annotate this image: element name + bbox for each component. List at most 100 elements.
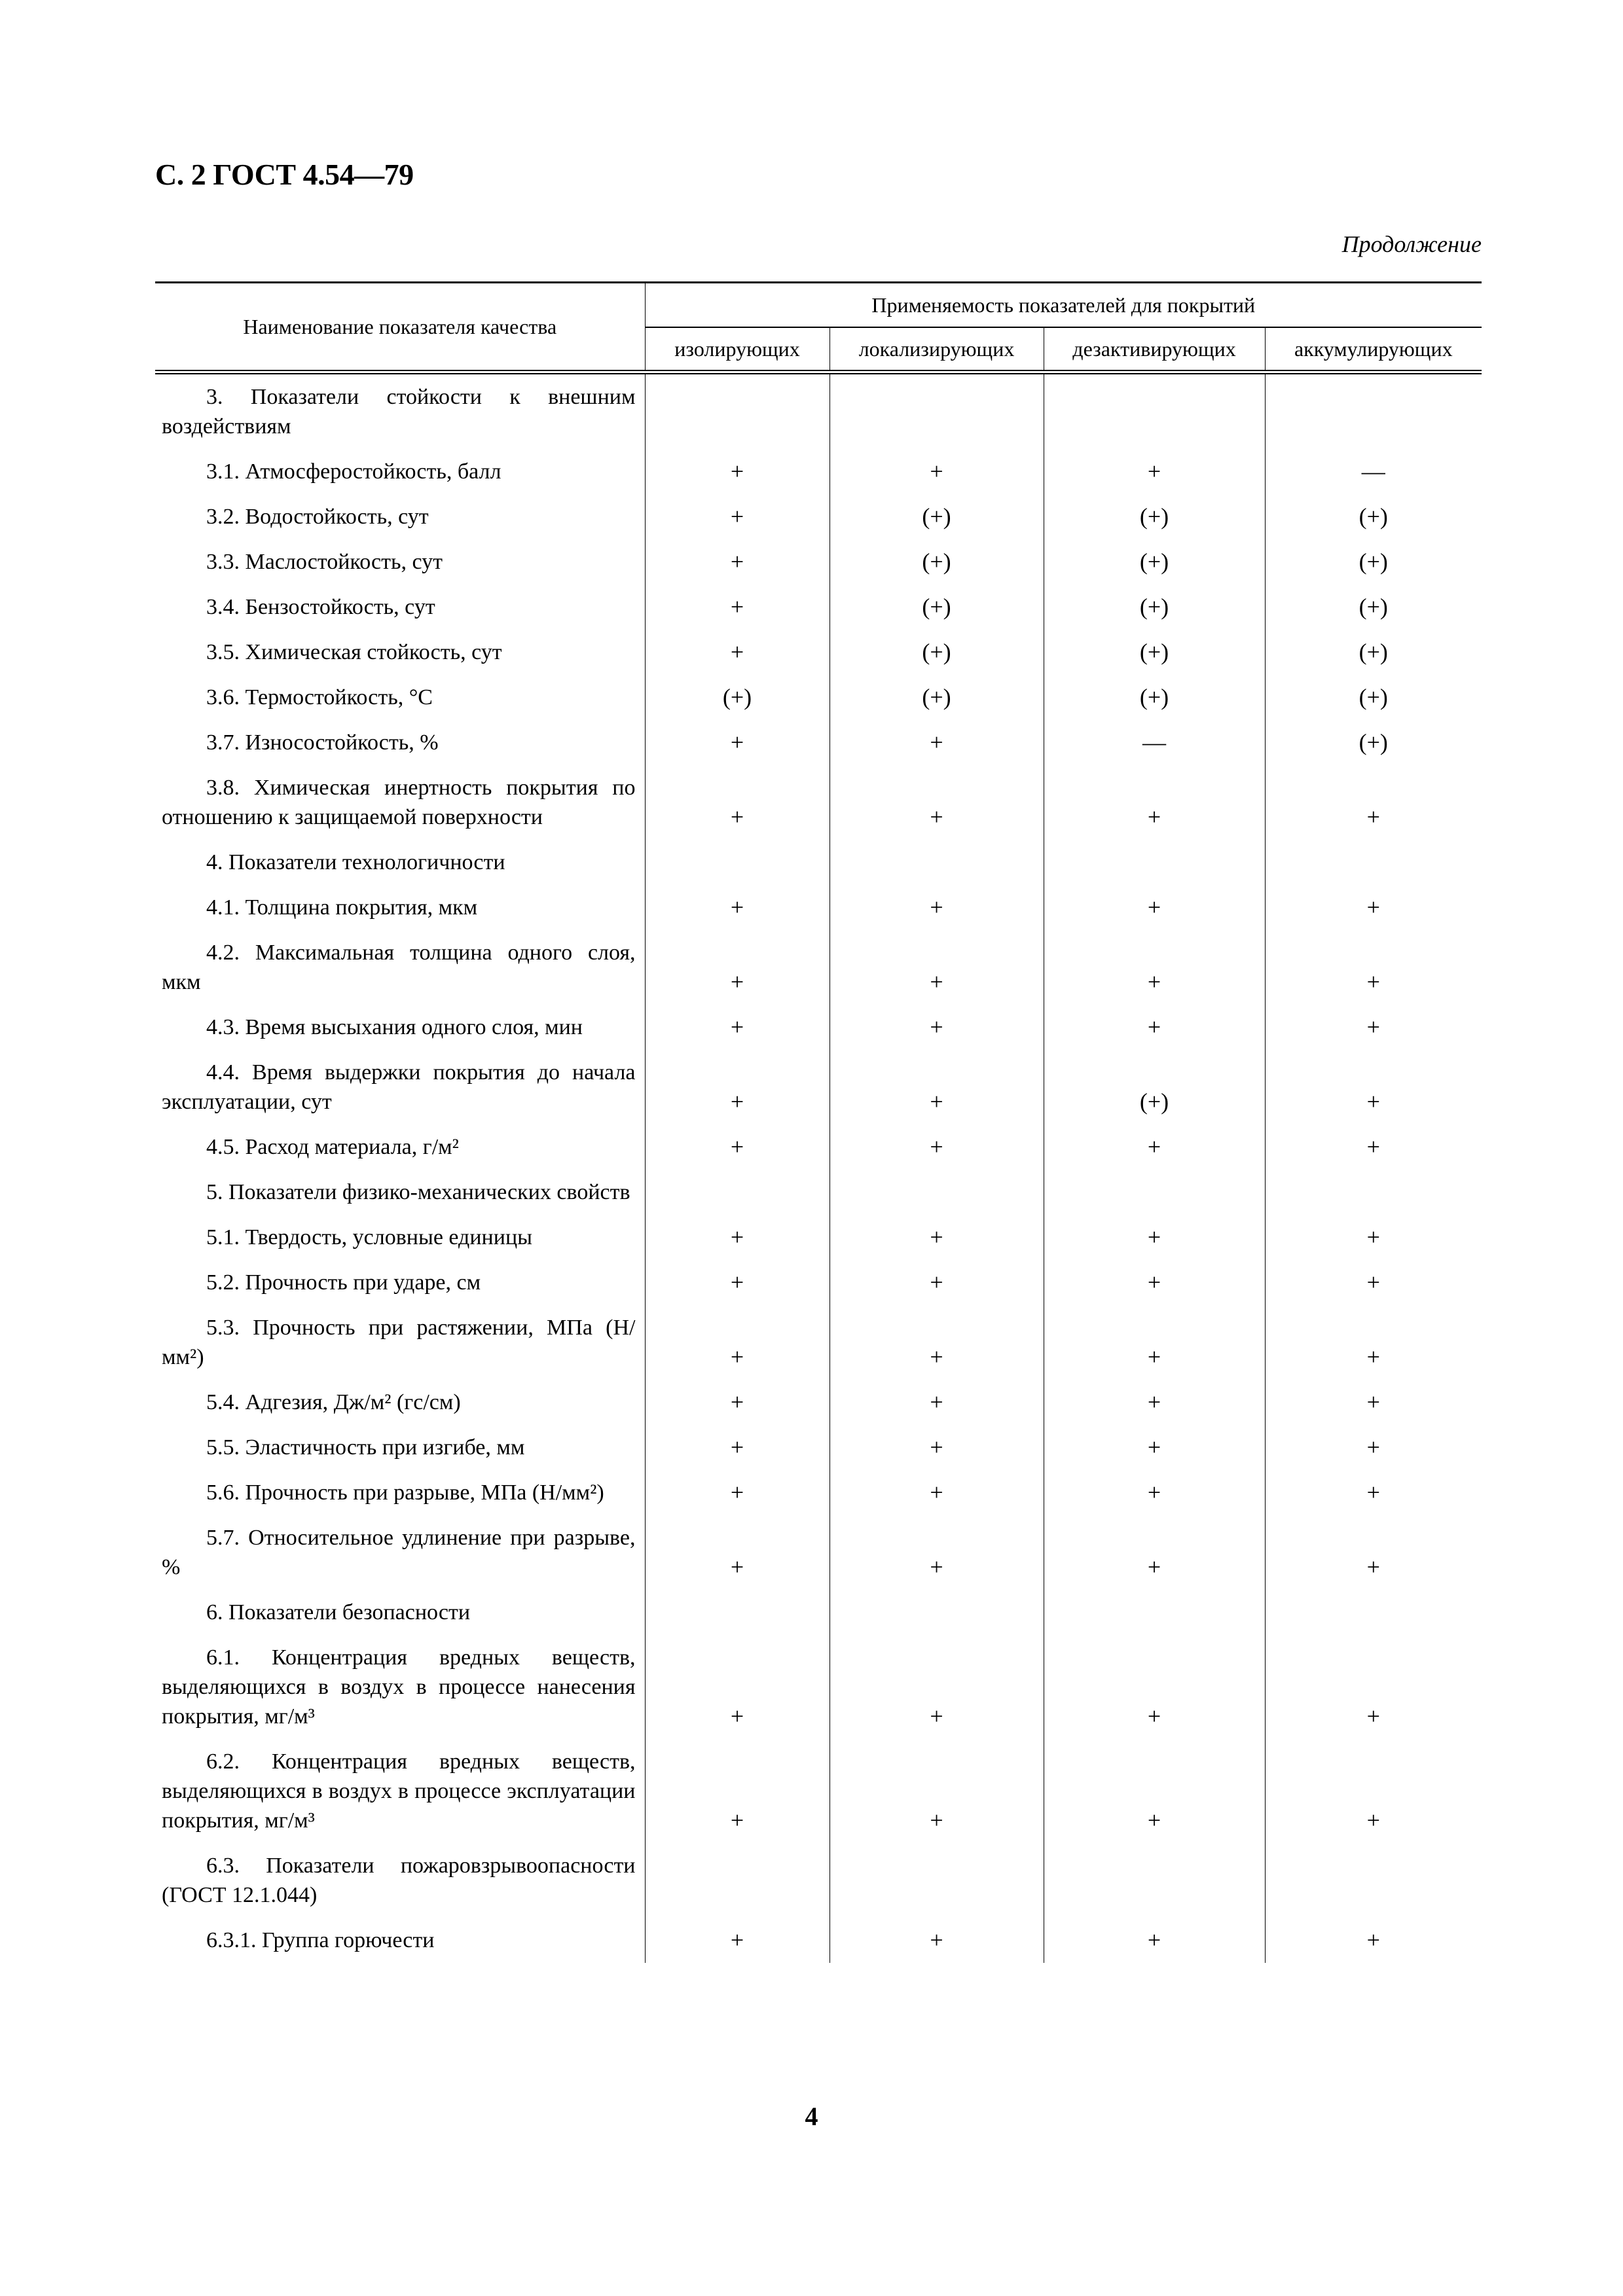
- indicator-name: 5. Показатели физико-механичес­ких свойс…: [155, 1170, 646, 1215]
- indicator-name: 4.5. Расход материала, г/м²: [155, 1124, 646, 1170]
- table-row: 3.1. Атмосферостойкость, балл + + + —: [155, 449, 1482, 494]
- applicability-cell: [1043, 1843, 1265, 1918]
- applicability-cell: [1043, 840, 1265, 885]
- applicability-cell: +: [1264, 1215, 1482, 1260]
- applicability-cell: +: [1043, 765, 1265, 840]
- applicability-cell: +: [644, 1050, 830, 1124]
- applicability-cell: [1264, 1843, 1482, 1918]
- indicator-name: 6. Показатели безопасности: [155, 1590, 646, 1635]
- applicability-cell: (+): [829, 630, 1044, 675]
- applicability-cell: (+): [1043, 494, 1265, 539]
- applicability-cell: +: [1264, 1005, 1482, 1050]
- applicability-cell: +: [1264, 1425, 1482, 1470]
- applicability-cell: [1264, 840, 1482, 885]
- applicability-cell: +: [1043, 1305, 1265, 1380]
- applicability-cell: +: [1264, 1635, 1482, 1739]
- applicability-cell: (+): [829, 584, 1044, 630]
- applicability-cell: [829, 840, 1044, 885]
- applicability-cell: +: [644, 1005, 830, 1050]
- applicability-cell: +: [1264, 1050, 1482, 1124]
- applicability-cell: [644, 1843, 830, 1918]
- table-row: 6. Показатели безопасности: [155, 1590, 1482, 1635]
- applicability-cell: +: [644, 449, 830, 494]
- applicability-cell: +: [1043, 1635, 1265, 1739]
- indicator-name: 4.1. Толщина покрытия, мкм: [155, 885, 646, 930]
- table-row: 5.3. Прочность при растяжении, МПа (Н/мм…: [155, 1305, 1482, 1380]
- applicability-cell: +: [1043, 1515, 1265, 1590]
- applicability-cell: +: [1264, 1305, 1482, 1380]
- applicability-cell: +: [1043, 930, 1265, 1005]
- applicability-cell: +: [644, 1918, 830, 1963]
- indicator-name: 4.2. Максимальная толщина одного слоя, м…: [155, 930, 646, 1005]
- column-header-decontaminating: дезактивирующих: [1043, 327, 1265, 374]
- applicability-cell: +: [829, 1124, 1044, 1170]
- column-header-accumulating: аккумулирующих: [1264, 327, 1482, 374]
- applicability-cell: +: [644, 720, 830, 765]
- applicability-cell: +: [1264, 930, 1482, 1005]
- applicability-cell: [829, 1843, 1044, 1918]
- applicability-cell: +: [1043, 1918, 1265, 1963]
- applicability-cell: +: [829, 1918, 1044, 1963]
- indicator-name: 3.8. Химическая инертность по­крытия по …: [155, 765, 646, 840]
- applicability-cell: (+): [1264, 630, 1482, 675]
- table-row: 4. Показатели технологичности: [155, 840, 1482, 885]
- applicability-cell: (+): [1264, 720, 1482, 765]
- table-row: 3.5. Химическая стойкость, сут + (+) (+) (+): [155, 630, 1482, 675]
- column-header-isolating: изолирующих: [645, 327, 830, 374]
- table-row: 3.2. Водостойкость, сут + (+) (+) (+): [155, 494, 1482, 539]
- applicability-cell: +: [644, 494, 830, 539]
- table-row: 6.3. Показатели пожаровзрыво­опасности (…: [155, 1843, 1482, 1918]
- indicator-name: 4. Показатели технологичности: [155, 840, 646, 885]
- applicability-cell: +: [644, 1305, 830, 1380]
- applicability-cell: +: [1264, 1918, 1482, 1963]
- indicator-name: 5.7. Относительное удлинение при разрыве…: [155, 1515, 646, 1590]
- indicator-name: 4.4. Время выдержки покрытия до начала э…: [155, 1050, 646, 1124]
- applicability-cell: +: [829, 885, 1044, 930]
- applicability-cell: (+): [644, 675, 830, 720]
- applicability-cell: +: [1043, 1005, 1265, 1050]
- table-row: 3.6. Термостойкость, °С (+) (+) (+) (+): [155, 675, 1482, 720]
- applicability-cell: +: [644, 1635, 830, 1739]
- applicability-cell: +: [644, 1470, 830, 1515]
- applicability-cell: +: [644, 630, 830, 675]
- applicability-cell: +: [1264, 765, 1482, 840]
- indicator-name: 5.5. Эластичность при изгибе, мм: [155, 1425, 646, 1470]
- table-row: 6.1. Концентрация вредных ве­ществ, выде…: [155, 1635, 1482, 1739]
- table-row: 4.1. Толщина покрытия, мкм + + + +: [155, 885, 1482, 930]
- applicability-cell: +: [644, 584, 830, 630]
- applicability-cell: [1043, 372, 1265, 449]
- applicability-cell: +: [1264, 1124, 1482, 1170]
- applicability-cell: (+): [1043, 1050, 1265, 1124]
- applicability-cell: +: [644, 930, 830, 1005]
- applicability-cell: +: [829, 449, 1044, 494]
- applicability-cell: [644, 1590, 830, 1635]
- applicability-cell: +: [644, 1739, 830, 1843]
- applicability-cell: (+): [1043, 630, 1265, 675]
- continuation-label: Продолжение: [1341, 231, 1482, 257]
- applicability-cell: +: [1043, 1380, 1265, 1425]
- applicability-cell: +: [829, 720, 1044, 765]
- applicability-cell: [1264, 1170, 1482, 1215]
- applicability-cell: [1264, 372, 1482, 449]
- document-header: С. 2 ГОСТ 4.54—79: [155, 158, 414, 191]
- applicability-cell: (+): [829, 539, 1044, 584]
- applicability-cell: +: [644, 539, 830, 584]
- applicability-cell: +: [1264, 1260, 1482, 1305]
- indicator-name: 3.3. Маслостойкость, сут: [155, 539, 646, 584]
- applicability-cell: +: [1043, 1124, 1265, 1170]
- table-row: 5.4. Адгезия, Дж/м² (гс/см) + + + +: [155, 1380, 1482, 1425]
- applicability-cell: +: [644, 1425, 830, 1470]
- indicator-name: 3.4. Бензостойкость, сут: [155, 584, 646, 630]
- applicability-cell: (+): [1264, 494, 1482, 539]
- quality-indicators-table: Наименование показателя качества Применя…: [155, 281, 1482, 1963]
- applicability-cell: —: [1264, 449, 1482, 494]
- table-row: 5.5. Эластичность при изгибе, мм + + + +: [155, 1425, 1482, 1470]
- applicability-cell: (+): [1043, 584, 1265, 630]
- applicability-cell: [829, 1170, 1044, 1215]
- applicability-cell: +: [829, 1635, 1044, 1739]
- table-row: 3.4. Бензостойкость, сут + (+) (+) (+): [155, 584, 1482, 630]
- table-row: 4.3. Время высыхания одного слоя, мин + + +…: [155, 1005, 1482, 1050]
- indicator-name: 5.6. Прочность при разрыве, МПа (Н/мм²): [155, 1470, 646, 1515]
- page-number: 4: [805, 2102, 818, 2131]
- table-row: 3.3. Маслостойкость, сут + (+) (+) (+): [155, 539, 1482, 584]
